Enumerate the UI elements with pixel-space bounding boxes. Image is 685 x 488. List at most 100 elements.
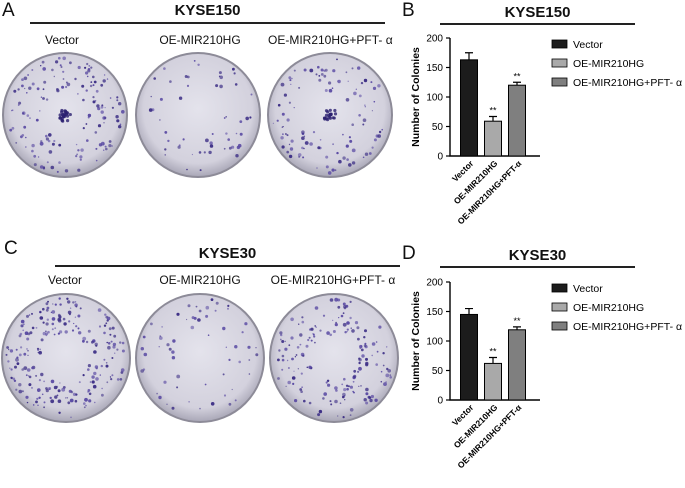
colony-dot	[120, 368, 125, 372]
colony-dot	[312, 131, 316, 134]
colony-dot	[26, 368, 31, 372]
colony-dot	[111, 145, 113, 147]
colony-dot	[76, 153, 78, 156]
colony-dot	[195, 305, 198, 308]
colony-dot	[64, 169, 69, 173]
colony-dot	[159, 119, 161, 121]
colony-dot	[90, 81, 93, 83]
colony-dot	[51, 322, 55, 326]
colony-dot	[51, 142, 55, 146]
panel-d-rule	[440, 266, 635, 268]
colony-dot	[325, 117, 330, 122]
colony-dot	[362, 118, 367, 122]
colony-dot	[289, 147, 294, 151]
colony-dot	[74, 301, 77, 303]
colony-dot	[66, 82, 71, 87]
colony-dot	[277, 103, 281, 107]
colony-dot	[79, 158, 82, 161]
colony-dot	[342, 156, 346, 160]
colony-dot	[62, 56, 66, 61]
panel-letter-d: D	[402, 243, 416, 264]
colony-dot	[205, 305, 210, 310]
colony-dot	[329, 400, 332, 403]
colony-dot	[348, 136, 351, 139]
colony-dot	[116, 99, 119, 102]
colony-dot	[38, 396, 41, 399]
colony-dot	[227, 307, 229, 310]
colony-dot	[60, 110, 64, 114]
colony-dot	[287, 380, 292, 385]
colony-dot	[335, 389, 338, 392]
colony-dot	[43, 406, 45, 409]
colony-dot	[375, 363, 379, 366]
colony-dot	[326, 331, 330, 335]
panel-letter-a: A	[2, 0, 15, 21]
colony-dot	[74, 77, 77, 81]
colony-dot	[327, 171, 332, 175]
colony-dot	[351, 148, 356, 153]
colony-dot	[119, 341, 122, 344]
colony-dot	[56, 394, 59, 397]
colony-dot	[337, 298, 341, 302]
colony-dot	[333, 108, 337, 113]
colony-dot	[47, 330, 50, 334]
plate-c-oe	[135, 293, 265, 423]
colony-dot	[75, 325, 78, 328]
chart-b-legend-label: Vector	[573, 39, 603, 51]
colony-dot	[282, 133, 284, 136]
colony-dot	[346, 328, 349, 331]
colony-dot	[234, 345, 238, 349]
colony-dot	[14, 365, 17, 369]
colony-dot	[364, 152, 369, 156]
colony-dot	[99, 374, 102, 376]
colony-dot	[303, 135, 306, 137]
colony-dot	[172, 339, 176, 343]
colony-dot	[222, 326, 226, 331]
colony-dot	[349, 408, 354, 412]
colony-dot	[223, 147, 226, 150]
colony-dot	[351, 123, 355, 126]
colony-dot	[281, 340, 285, 343]
chart-b-bar	[460, 59, 478, 157]
colony-dot	[382, 352, 385, 355]
colony-dot	[9, 128, 13, 132]
colony-dot	[106, 381, 109, 384]
plate-c-oe-pft	[269, 293, 399, 423]
colony-dot	[231, 145, 235, 149]
chart-d-error-bar	[513, 326, 521, 330]
colony-dot	[303, 147, 305, 150]
colony-dot	[314, 341, 316, 344]
colony-dot	[85, 404, 87, 407]
panel-a-rule	[30, 22, 385, 24]
colony-dot	[38, 350, 42, 355]
colony-dot	[59, 303, 62, 306]
colony-dot	[215, 84, 219, 88]
chart-d-y-tick-label: 50	[432, 366, 444, 377]
colony-dot	[337, 79, 341, 84]
colony-dot	[358, 94, 362, 98]
colony-dot	[342, 392, 346, 397]
colony-dot	[53, 75, 55, 78]
colony-dot	[21, 84, 24, 88]
colony-dot	[193, 60, 196, 62]
colony-dot	[39, 141, 44, 146]
colony-dot	[20, 135, 23, 139]
colony-dot	[90, 66, 93, 69]
colony-dot	[223, 394, 227, 397]
colony-dot	[66, 397, 69, 399]
colony-dot	[285, 133, 287, 135]
colony-dot	[372, 86, 377, 90]
colony-dot	[86, 62, 89, 66]
colony-dot	[209, 141, 213, 145]
colony-dot	[17, 104, 20, 106]
colony-dot	[334, 169, 337, 172]
colony-dot	[315, 326, 317, 328]
colony-dot	[328, 108, 332, 112]
colony-dot	[58, 297, 61, 300]
colony-dot	[158, 346, 160, 348]
colony-dot	[84, 66, 87, 69]
colony-dot	[33, 163, 37, 167]
colony-dot	[114, 352, 116, 354]
colony-dot	[77, 65, 81, 70]
chart-d-legend-swatch	[551, 321, 568, 331]
